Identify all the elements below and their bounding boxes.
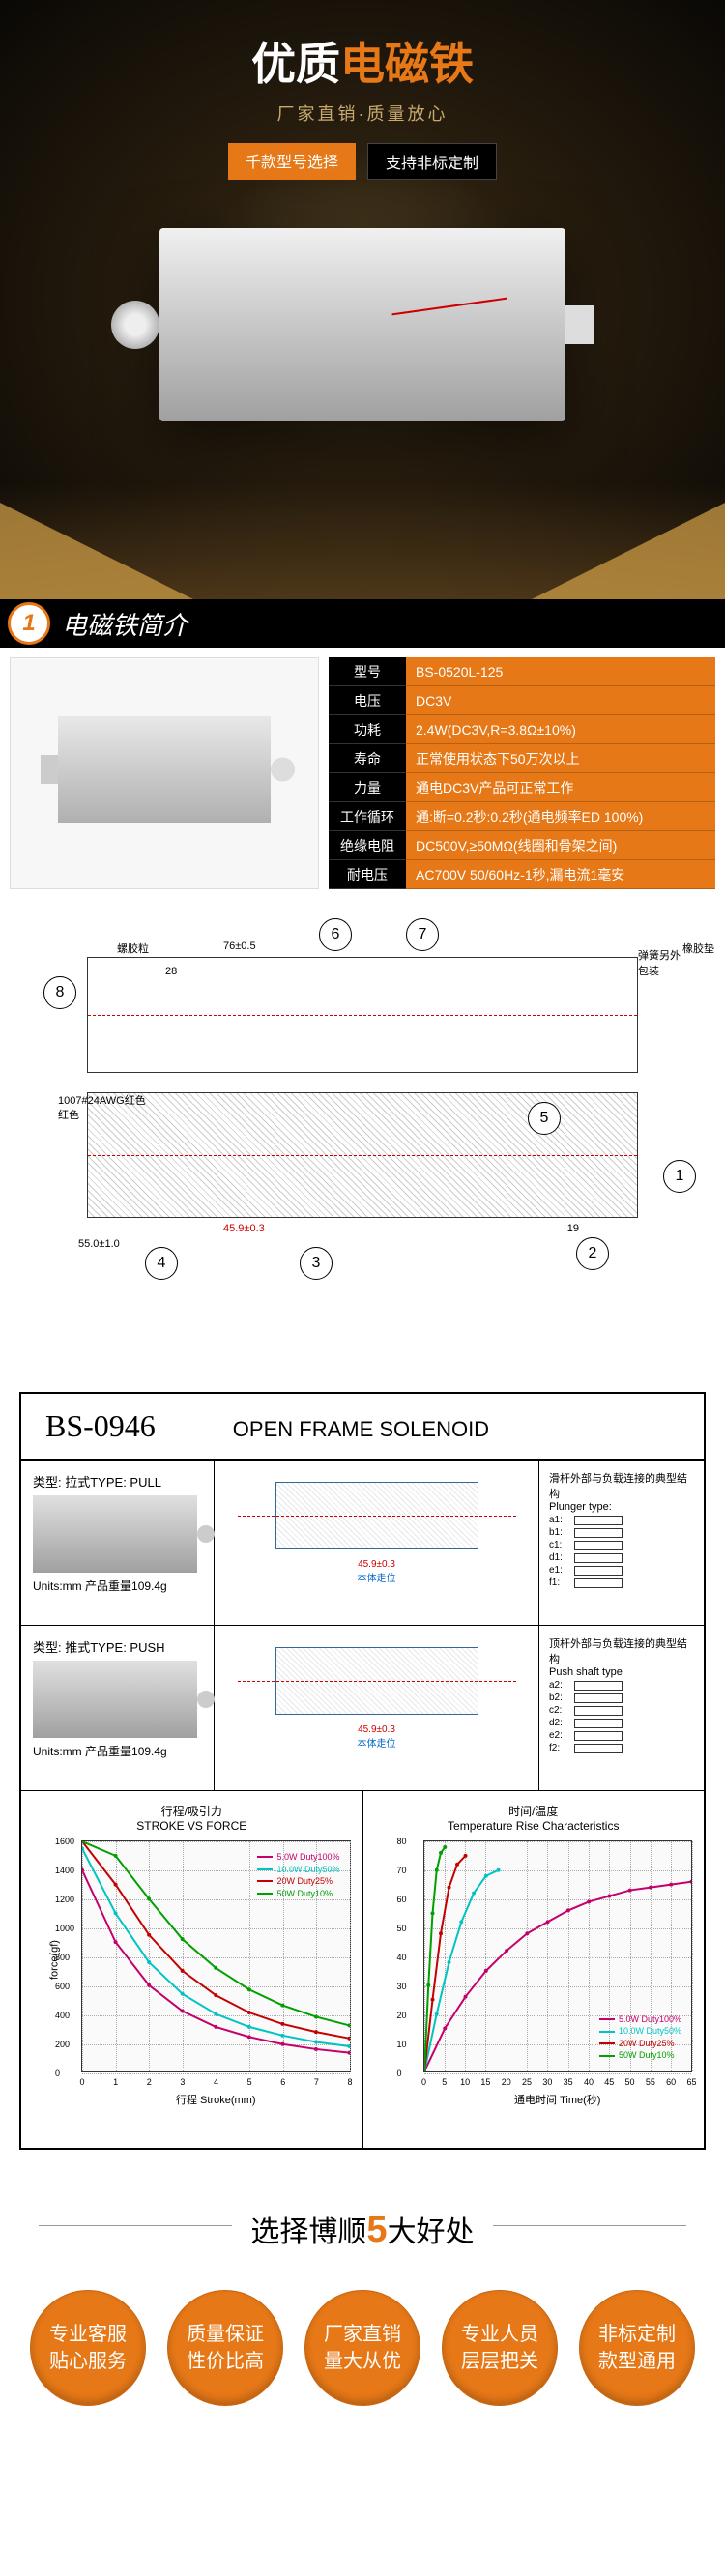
spec-row: 电压DC3V (329, 686, 715, 715)
badge-custom: 支持非标定制 (367, 143, 497, 180)
spec-value: BS-0520L-125 (406, 657, 715, 686)
section-number: 1 (8, 602, 50, 645)
spec-label: 功耗 (329, 715, 406, 744)
ds-row-push: 类型: 推式TYPE: PUSH Units:mm 产品重量109.4g 45.… (21, 1626, 704, 1791)
spec-row: 寿命正常使用状态下50万次以上 (329, 744, 715, 773)
ds-row-pull: 类型: 拉式TYPE: PULL Units:mm 产品重量109.4g 45.… (21, 1461, 704, 1626)
benefit-circle: 质量保证性价比高 (167, 2290, 283, 2406)
pull-product-img (33, 1495, 197, 1573)
bp-dim76: 76±0.5 (223, 941, 256, 952)
spec-value: 2.4W(DC3V,R=3.8Ω±10%) (406, 715, 715, 744)
ds-charts: 行程/吸引力STROKE VS FORCE force(gf) 02004006… (21, 1791, 704, 2148)
spec-value: AC700V 50/60Hz-1秒,漏电流1毫安 (406, 860, 715, 889)
spec-row: 耐电压AC700V 50/60Hz-1秒,漏电流1毫安 (329, 860, 715, 889)
spec-value: 通:断=0.2秒:0.2秒(通电频率ED 100%) (406, 802, 715, 831)
bp-callout-1: 1 (663, 1160, 696, 1193)
bp-screw-label: 螺胶粒 (117, 941, 149, 956)
spec-row: 功耗2.4W(DC3V,R=3.8Ω±10%) (329, 715, 715, 744)
benefit-circle: 专业人员层层把关 (442, 2290, 558, 2406)
bp-wire-color: 红色 (58, 1107, 79, 1122)
badge-models: 千款型号选择 (228, 143, 356, 180)
hero-subtitle: 厂家直销·质量放心 (0, 101, 725, 126)
bp-dim28: 28 (165, 966, 177, 977)
bp-dim55: 55.0±1.0 (78, 1238, 120, 1250)
spec-row: 绝缘电阻DC500V,≥50MΩ(线圈和骨架之间) (329, 831, 715, 860)
bp-callout-8: 8 (44, 976, 76, 1009)
hero-title: 优质电磁铁 (0, 0, 725, 93)
stroke-force-chart: 行程/吸引力STROKE VS FORCE force(gf) 02004006… (21, 1791, 363, 2148)
spec-table: 型号BS-0520L-125电压DC3V功耗2.4W(DC3V,R=3.8Ω±1… (329, 657, 715, 889)
ds-model: BS-0946 (45, 1408, 156, 1444)
spec-label: 电压 (329, 686, 406, 715)
spec-value: 正常使用状态下50万次以上 (406, 744, 715, 773)
spec-value: DC3V (406, 686, 715, 715)
benefit-circle: 专业客服贴心服务 (30, 2290, 146, 2406)
spec-row: 型号BS-0520L-125 (329, 657, 715, 686)
bp-callout-6: 6 (319, 918, 352, 951)
bp-wire-spec: 1007#24AWG红色 (58, 1092, 146, 1108)
spec-label: 工作循环 (329, 802, 406, 831)
bp-callout-5: 5 (528, 1102, 561, 1135)
benefit-circles: 专业客服贴心服务质量保证性价比高厂家直销量大从优专业人员层层把关非标定制款型通用 (0, 2261, 725, 2454)
section-title: 电磁铁简介 (62, 606, 188, 642)
spec-value: DC500V,≥50MΩ(线圈和骨架之间) (406, 831, 715, 860)
hero-banner: 优质电磁铁 厂家直销·质量放心 千款型号选择 支持非标定制 (0, 0, 725, 599)
benefits-header: 选择博顺5大好处 (0, 2169, 725, 2261)
spec-label: 寿命 (329, 744, 406, 773)
temp-rise-chart: 时间/温度Temperature Rise Characteristics 温度… (363, 1791, 705, 2148)
ds-title: OPEN FRAME SOLENOID (233, 1417, 489, 1442)
bp-dim19: 19 (567, 1223, 579, 1234)
spec-label: 型号 (329, 657, 406, 686)
bp-rubber: 橡胶垫 (682, 941, 714, 956)
bp-callout-4: 4 (145, 1247, 178, 1280)
spec-label: 耐电压 (329, 860, 406, 889)
hero-product-image (160, 228, 566, 421)
bp-callout-3: 3 (300, 1247, 333, 1280)
spec-label: 绝缘电阻 (329, 831, 406, 860)
spec-label: 力量 (329, 773, 406, 802)
bp-spring-note: 弹簧另外包装 (638, 947, 686, 978)
spec-product-image (10, 657, 319, 889)
section-header: 1 电磁铁简介 (0, 599, 725, 648)
hero-badges: 千款型号选择 支持非标定制 (0, 143, 725, 180)
spec-value: 通电DC3V产品可正常工作 (406, 773, 715, 802)
spec-area: 型号BS-0520L-125电压DC3V功耗2.4W(DC3V,R=3.8Ω±1… (0, 648, 725, 899)
benefit-circle: 非标定制款型通用 (579, 2290, 695, 2406)
blueprint-diagram: 螺胶粒 76±0.5 28 橡胶垫 E扣 弹簧另外包装 55.0±1.0 45.… (0, 899, 725, 1305)
bp-callout-2: 2 (576, 1237, 609, 1270)
push-product-img (33, 1661, 197, 1738)
bp-dim459: 45.9±0.3 (223, 1223, 265, 1234)
spec-row: 力量通电DC3V产品可正常工作 (329, 773, 715, 802)
datasheet: BS-0946 OPEN FRAME SOLENOID 类型: 拉式TYPE: … (19, 1392, 706, 2150)
spec-row: 工作循环通:断=0.2秒:0.2秒(通电频率ED 100%) (329, 802, 715, 831)
benefit-circle: 厂家直销量大从优 (304, 2290, 420, 2406)
bp-callout-7: 7 (406, 918, 439, 951)
title-white: 优质 (251, 39, 340, 89)
title-orange: 电磁铁 (340, 39, 474, 89)
